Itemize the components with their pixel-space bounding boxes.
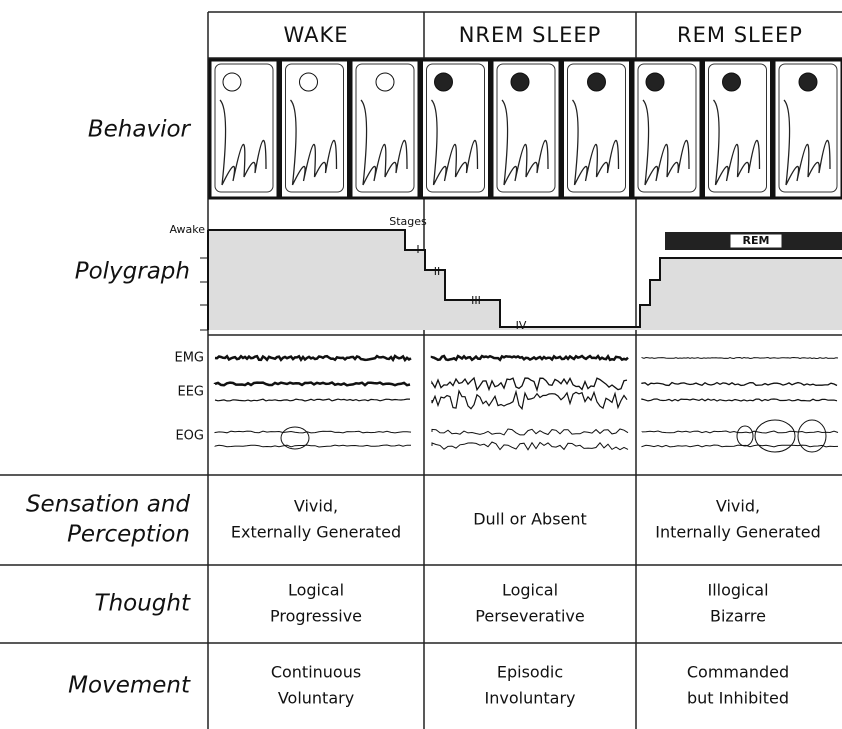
- sleeper-body: [360, 99, 408, 186]
- sleeper-head: [222, 72, 242, 92]
- cell-text: Illogical: [707, 581, 768, 600]
- row-label: Perception: [67, 522, 190, 548]
- eye-movement: [280, 426, 310, 450]
- sleeper-body: [219, 99, 267, 186]
- labels: Behavior Polygraph Awake Stages REM: [75, 117, 770, 285]
- bed-frame: [355, 63, 415, 193]
- trace-label: EMG: [174, 351, 204, 366]
- bed-frame: [496, 63, 556, 193]
- cell-text: Progressive: [270, 607, 362, 626]
- stage-label: IV: [516, 319, 527, 332]
- cell-text: Externally Generated: [231, 523, 401, 542]
- sleeper-head: [434, 72, 453, 92]
- sleeper-body: [712, 99, 761, 186]
- polygraph-plot: [200, 229, 842, 331]
- cell-text: Commanded: [687, 663, 789, 682]
- sleeper-head: [299, 72, 318, 92]
- cell-text: Bizarre: [710, 607, 766, 626]
- stages-title: Stages: [389, 215, 427, 228]
- cell-text: Dull or Absent: [473, 510, 587, 529]
- sleeper-panel: [631, 58, 703, 200]
- cell-text: Vivid,: [294, 497, 338, 516]
- sleeper-panel: [208, 58, 280, 200]
- sleeper-body: [642, 99, 690, 186]
- bed-frame: [708, 63, 767, 193]
- trace: [214, 398, 410, 402]
- trace: [214, 430, 412, 434]
- eye-movement: [736, 425, 754, 447]
- trace: [213, 381, 411, 387]
- cell-text: Episodic: [497, 663, 563, 682]
- trace: [430, 353, 629, 362]
- trace: [214, 444, 411, 448]
- eye-movement: [797, 419, 827, 453]
- trace: [641, 444, 839, 448]
- bed-frame: [426, 63, 485, 193]
- sleeper-body: [571, 99, 620, 186]
- row-label: Movement: [68, 673, 191, 699]
- cell-text: Internally Generated: [655, 523, 821, 542]
- row-label: Behavior: [88, 117, 192, 143]
- trace: [641, 430, 839, 434]
- sleeper-body: [289, 99, 338, 186]
- cell-text: Logical: [288, 581, 344, 600]
- bed-frame: [214, 63, 274, 193]
- stage-label: III: [471, 294, 481, 307]
- row-label: Polygraph: [75, 259, 190, 285]
- stage-label: I: [416, 243, 419, 256]
- row-label: Sensation and: [26, 492, 190, 518]
- trace: [641, 356, 839, 360]
- cell-text: Logical: [502, 581, 558, 600]
- bed-frame: [637, 63, 697, 193]
- cell-text: Voluntary: [278, 689, 354, 708]
- cell-text: Perseverative: [475, 607, 584, 626]
- sleeper-head: [645, 72, 665, 92]
- trace: [431, 389, 628, 411]
- column-header: REM SLEEP: [677, 23, 803, 47]
- sleeper-head: [375, 72, 395, 92]
- bed-frame: [285, 63, 344, 193]
- sleeper-head: [798, 72, 818, 92]
- sleeper-body: [501, 99, 549, 186]
- column-header: WAKE: [283, 23, 348, 47]
- cell-text: Vivid,: [716, 497, 760, 516]
- stage-label: II: [434, 265, 441, 278]
- column-header: NREM SLEEP: [459, 23, 602, 47]
- bed-frame: [778, 63, 838, 193]
- bed-frame: [567, 63, 626, 193]
- sleeper-body: [783, 99, 831, 186]
- trace: [641, 381, 838, 387]
- sleeper-head: [510, 72, 530, 92]
- trace-label: EEG: [177, 385, 204, 400]
- trace-label: EOG: [175, 429, 204, 444]
- trace: [431, 376, 628, 393]
- rem-label: REM: [743, 234, 770, 247]
- sleeper-panel: [420, 58, 491, 200]
- sleeper-body: [430, 99, 479, 186]
- sleeper-head: [722, 72, 741, 92]
- sleeper-head: [587, 72, 606, 92]
- eye-movement: [754, 419, 796, 453]
- cell-text: Continuous: [271, 663, 361, 682]
- trace: [431, 428, 629, 436]
- trace: [641, 398, 838, 402]
- awake-label: Awake: [169, 223, 205, 236]
- cell-text: but Inhibited: [687, 689, 789, 708]
- trace: [214, 354, 412, 363]
- cell-text: Involuntary: [485, 689, 576, 708]
- row-label: Thought: [95, 591, 191, 617]
- trace: [431, 441, 629, 451]
